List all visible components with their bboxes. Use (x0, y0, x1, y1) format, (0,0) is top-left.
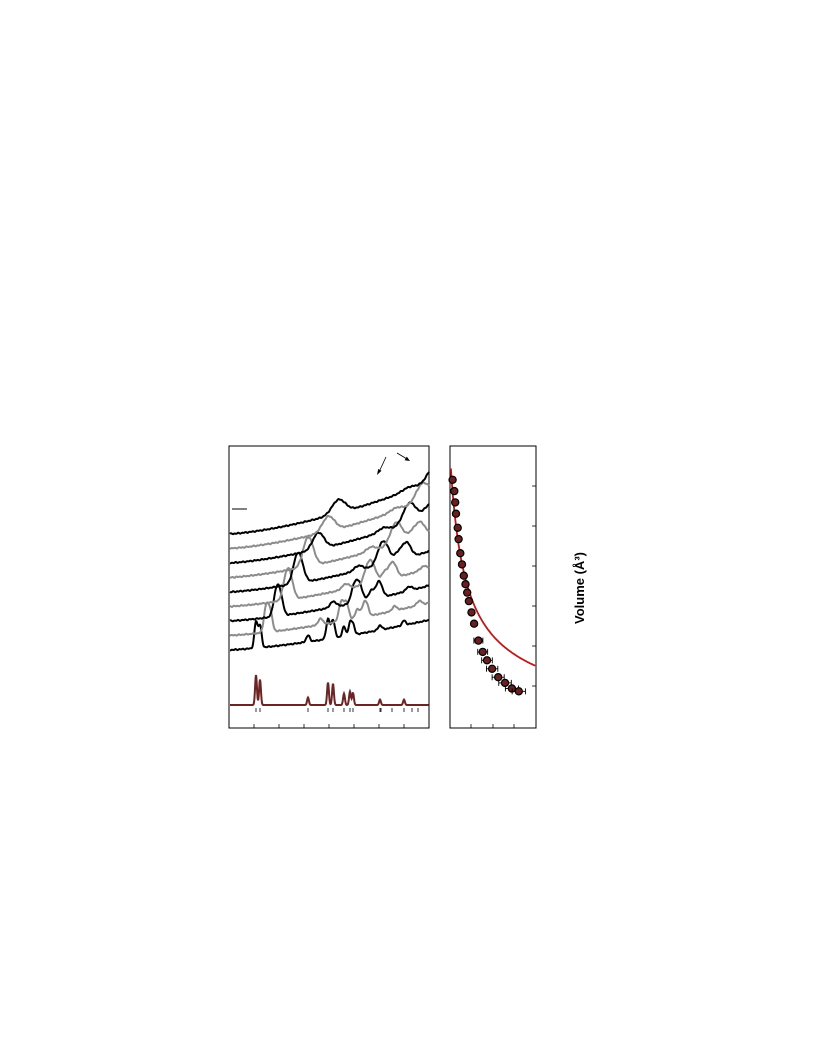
diffraction-pattern (229, 578, 430, 623)
data-point (456, 549, 465, 558)
y-axis-label-volume: Volume (Å³) (572, 552, 587, 624)
data-point (463, 588, 472, 597)
data-point (500, 678, 510, 688)
arrow-2 (396, 452, 408, 460)
data-point (478, 647, 487, 657)
data-point (451, 509, 461, 518)
reference-pattern-line (230, 674, 429, 706)
diffraction-pattern (229, 558, 430, 608)
data-point (514, 687, 524, 696)
data-point (448, 475, 457, 484)
data-point (450, 486, 459, 496)
data-point (459, 571, 468, 580)
data-point (453, 523, 462, 533)
data-point (474, 636, 483, 645)
diffraction-patterns (229, 471, 430, 652)
diffraction-pattern (229, 520, 430, 579)
diffraction-pattern (229, 617, 430, 652)
data-point (469, 619, 479, 628)
diffraction-pattern (229, 540, 430, 594)
arrow-1 (378, 456, 387, 473)
data-point (487, 664, 497, 674)
diffraction-tick-marks (253, 724, 405, 728)
data-point (457, 560, 467, 569)
data-point (464, 596, 474, 606)
data-point (494, 673, 503, 682)
diffraction-pattern (229, 471, 430, 536)
volume-data-points (448, 475, 526, 696)
diffraction-pattern (229, 598, 430, 637)
annotation-arrows (377, 452, 410, 475)
diffraction-panel (228, 445, 430, 729)
reference-pattern (230, 674, 429, 712)
data-point (467, 608, 476, 617)
diffraction-pattern (229, 501, 430, 565)
data-point (451, 498, 460, 507)
data-point (454, 534, 463, 544)
arrow-2-head (404, 456, 410, 461)
data-point (482, 656, 492, 665)
arrow-1-head (377, 469, 382, 475)
diffraction-pattern (229, 481, 430, 550)
data-point (461, 580, 470, 589)
volume-panel (448, 445, 537, 729)
volume-tick-marks (470, 485, 536, 728)
